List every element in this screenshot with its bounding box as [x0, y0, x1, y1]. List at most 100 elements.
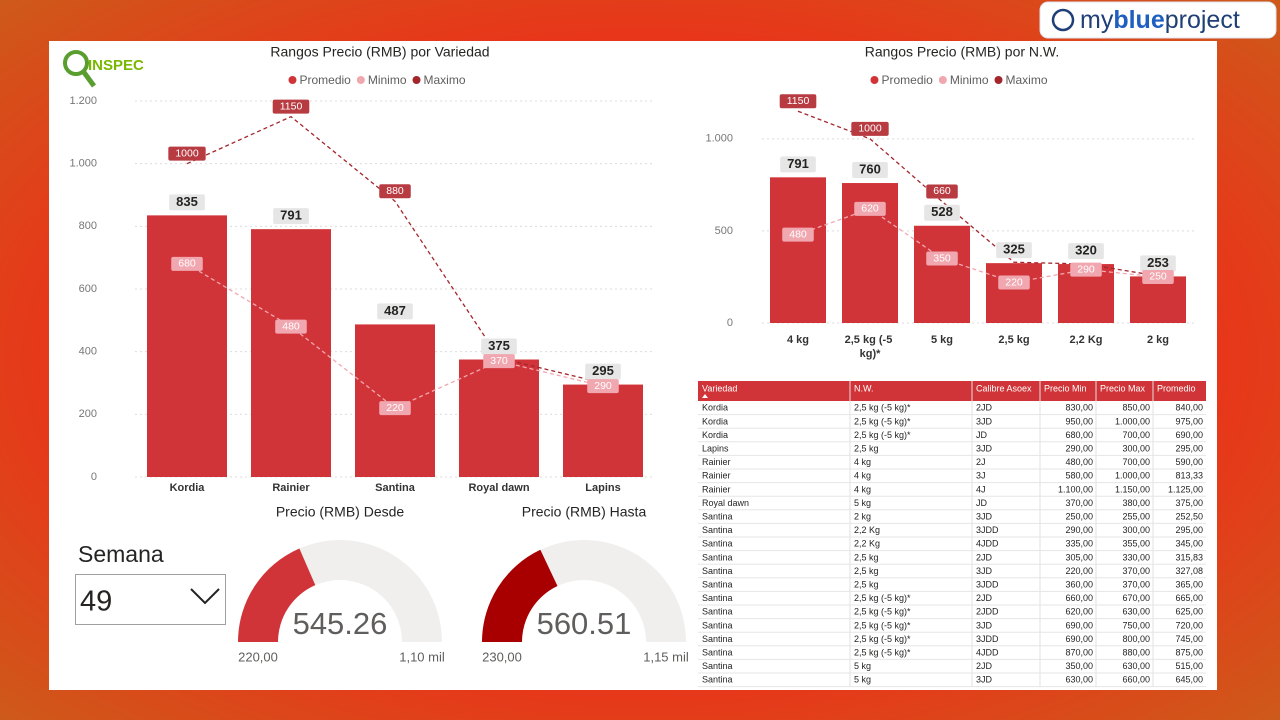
- slicer-title: Semana: [78, 541, 164, 567]
- gauge-title: Precio (RMB) Desde: [276, 504, 405, 520]
- data-label: 880: [386, 185, 404, 197]
- data-label: 250: [1142, 269, 1174, 284]
- gauge-value: 560.51: [537, 606, 632, 641]
- data-label-box: [780, 156, 816, 173]
- table-cell: 830,00: [1065, 403, 1093, 413]
- data-label: 350: [933, 252, 951, 264]
- legend-marker: [994, 76, 1003, 84]
- data-label-box: [272, 99, 310, 114]
- watermark-part: my: [1080, 6, 1114, 34]
- data-label: 295: [592, 363, 614, 378]
- y-tick-label: 600: [79, 283, 97, 295]
- table-cell: 2,5 kg (-5 kg)*: [854, 416, 911, 426]
- data-label: 1150: [280, 100, 303, 112]
- table-cell: 3J: [976, 471, 986, 481]
- data-label: 320: [1068, 243, 1104, 260]
- table-cell: 3JD: [976, 443, 993, 453]
- bar: [986, 263, 1042, 323]
- bar: [770, 177, 826, 323]
- table-cell: 3JD: [976, 566, 993, 576]
- gauge-max: 1,15 mil: [643, 649, 689, 664]
- table-cell: 2,5 kg: [854, 566, 879, 576]
- table-cell: 660,00: [1122, 675, 1150, 685]
- data-label: 835: [169, 194, 205, 211]
- table-cell: 380,00: [1122, 498, 1150, 508]
- data-label: 620: [854, 201, 886, 216]
- data-label: 791: [273, 208, 309, 225]
- table-cell: 290,00: [1065, 443, 1093, 453]
- data-label: 350: [926, 251, 958, 266]
- data-label-box: [852, 162, 888, 179]
- data-label-box: [926, 184, 958, 199]
- table-cell: Kordia: [702, 403, 728, 413]
- table-cell: 690,00: [1065, 634, 1093, 644]
- data-label: 760: [859, 161, 881, 176]
- data-label: 880: [379, 184, 411, 199]
- dropdown-chevron[interactable]: [190, 588, 220, 605]
- data-label: 791: [280, 208, 302, 223]
- table-cell: 252,50: [1175, 511, 1203, 521]
- y-tick-label: 800: [79, 220, 97, 232]
- table-cell: 690,00: [1065, 620, 1093, 630]
- logo: INSPEC: [88, 57, 144, 74]
- y-tick-label: 1.000: [705, 133, 733, 145]
- data-label-box: [377, 303, 413, 320]
- table-cell: 315,83: [1175, 552, 1203, 562]
- table-cell: JD: [976, 430, 988, 440]
- table-cell: 4 kg: [854, 457, 871, 467]
- data-label: 480: [789, 228, 807, 240]
- watermark-part: blue: [1113, 6, 1164, 34]
- y-tick-label: 500: [715, 225, 733, 237]
- table-cell: 3JDD: [976, 525, 999, 535]
- table-cell: 665,00: [1175, 593, 1203, 603]
- y-tick-label: 400: [79, 346, 97, 358]
- table-cell: 620,00: [1065, 607, 1093, 617]
- table-cell: Kordia: [702, 416, 728, 426]
- watermark-part: project: [1165, 6, 1240, 34]
- table-cell: 4JDD: [976, 539, 999, 549]
- table-cell: Lapins: [702, 443, 729, 453]
- table-cell: 2,5 kg (-5 kg)*: [854, 403, 911, 413]
- data-label-box: [168, 146, 206, 161]
- table-cell: 2,2 Kg: [854, 525, 880, 535]
- data-label: 660: [926, 184, 958, 199]
- table-cell: 2,5 kg: [854, 552, 879, 562]
- x-tick-label-line: kg)*: [860, 348, 882, 360]
- data-label-box: [782, 227, 814, 242]
- table-header-cell: Precio Max: [1100, 383, 1146, 393]
- legend-label: Maximo: [424, 73, 466, 87]
- data-label: 253: [1147, 255, 1169, 270]
- table-cell: 800,00: [1122, 634, 1150, 644]
- table-cell: 1.000,00: [1115, 471, 1150, 481]
- table-cell: 370,00: [1122, 566, 1150, 576]
- bar: [251, 229, 331, 477]
- gauge-title: Precio (RMB) Hasta: [522, 504, 647, 520]
- bar: [914, 225, 970, 323]
- data-label: 250: [1149, 271, 1167, 283]
- table-cell: 375,00: [1175, 498, 1203, 508]
- data-label: 1150: [779, 94, 817, 109]
- table-cell: 355,00: [1122, 539, 1150, 549]
- legend: Promedio Minimo Maximo: [288, 73, 466, 87]
- data-label-box: [273, 208, 309, 225]
- data-label: 760: [852, 161, 888, 179]
- data-label-box: [779, 94, 817, 109]
- slicer-value[interactable]: 49: [80, 586, 112, 618]
- table-cell: 250,00: [1065, 511, 1093, 521]
- table-cell: 365,00: [1175, 579, 1203, 589]
- table-cell: 4 kg: [854, 484, 871, 494]
- bar: [1130, 276, 1186, 323]
- data-label: 370: [490, 355, 508, 367]
- table-header: [698, 381, 1206, 401]
- logo-icon: [63, 50, 89, 76]
- table-cell: 745,00: [1175, 634, 1203, 644]
- table-cell: 700,00: [1122, 430, 1150, 440]
- data-label-box: [587, 379, 619, 394]
- table-cell: 295,00: [1175, 525, 1203, 535]
- table-cell: Santina: [702, 525, 733, 535]
- data-label-box: [171, 256, 203, 271]
- data-label: 290: [594, 380, 612, 392]
- table-header-cell: Variedad: [702, 383, 737, 393]
- data-label: 791: [787, 156, 809, 171]
- table-cell: 975,00: [1175, 416, 1203, 426]
